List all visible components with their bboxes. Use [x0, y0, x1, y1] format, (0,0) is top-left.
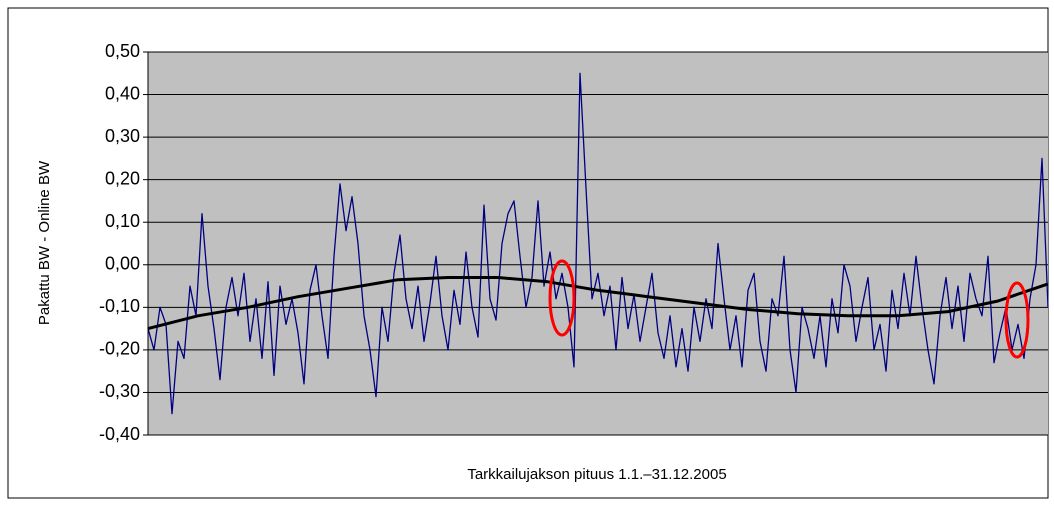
series-line [147, 72, 1049, 415]
y-axis-label: Pakattu BW - Online BW [36, 160, 53, 325]
highlight-ellipse [1004, 281, 1030, 359]
y-tick-label: 0,10 [105, 211, 140, 231]
y-tick-label: 0,20 [105, 168, 140, 188]
lines [147, 72, 1049, 415]
x-axis-label: Tarkkailujakson pituus 1.1.–31.12.2005 [467, 466, 726, 483]
series-line [147, 276, 1049, 331]
y-tick-label: 0,00 [105, 254, 140, 274]
y-tick-label: 0,30 [105, 126, 140, 146]
y-tick-label: -0,10 [99, 296, 140, 316]
y-tick-label: 0,40 [105, 83, 140, 103]
y-tick-label: -0,20 [99, 339, 140, 359]
y-tick-label: 0,50 [105, 41, 140, 61]
y-tick-label: -0,40 [99, 424, 140, 444]
plot-area [148, 52, 1048, 435]
y-tick-label: -0,30 [99, 381, 140, 401]
highlight-ellipse [548, 259, 576, 337]
